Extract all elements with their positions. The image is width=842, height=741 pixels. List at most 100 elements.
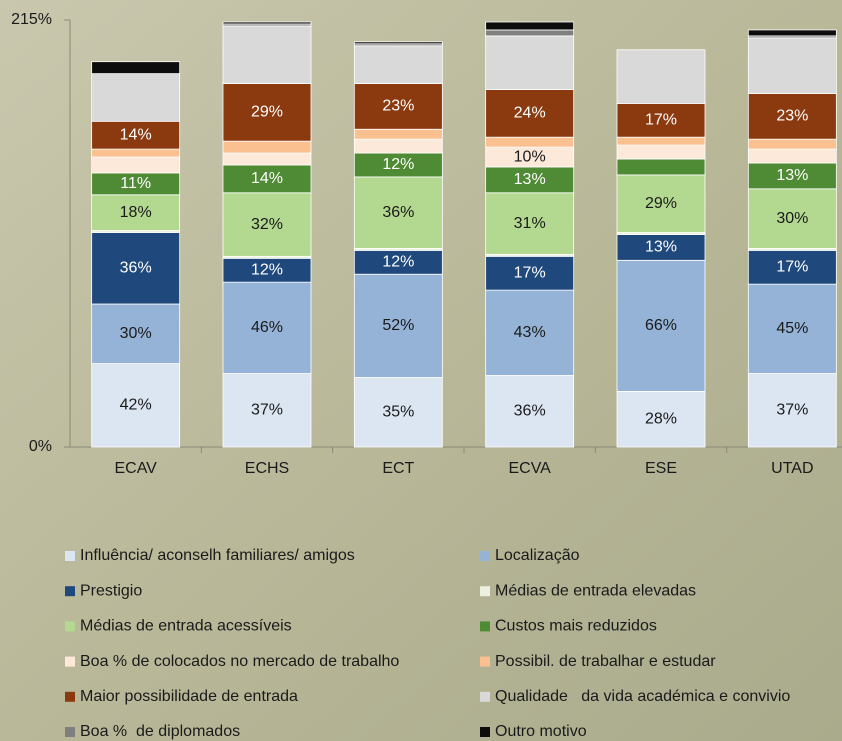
bar-segment <box>353 176 443 249</box>
data-label: 36% <box>120 259 152 276</box>
bar-segment <box>485 89 575 138</box>
legend-label: Influência/ aconselh familiares/ amigos <box>80 547 355 564</box>
bar-segment <box>91 148 181 158</box>
data-label: 10% <box>514 148 546 165</box>
bar-segment <box>747 162 837 190</box>
legend-label: Custos mais reduzidos <box>495 618 657 635</box>
x-tick-label: ESE <box>645 460 677 477</box>
data-label: 43% <box>514 324 546 341</box>
data-label: 17% <box>776 258 808 275</box>
bar-segment <box>222 83 312 142</box>
bar-segment <box>616 49 706 104</box>
bar-segment <box>747 249 837 285</box>
legend-label: Possibil. de trabalhar e estudar <box>495 653 716 670</box>
x-tick-label: ECT <box>382 460 414 477</box>
bar-segment <box>222 152 312 166</box>
bar-segment <box>747 29 837 37</box>
bar-segment <box>91 73 181 122</box>
bar-segment <box>485 375 575 448</box>
data-label: 14% <box>251 170 283 187</box>
y-tick-label: 215% <box>11 11 52 28</box>
bar-segment <box>222 140 312 154</box>
x-tick-label: ECAV <box>114 460 157 477</box>
data-label: 23% <box>382 98 414 115</box>
data-label: 31% <box>514 215 546 232</box>
x-tick-label: ECHS <box>245 460 289 477</box>
legend-swatch <box>480 656 490 667</box>
legend-swatch <box>65 551 75 561</box>
x-tick-label: ECVA <box>508 460 551 477</box>
data-label: 14% <box>120 126 152 143</box>
data-label: 46% <box>251 319 283 336</box>
bar-segment <box>747 283 837 374</box>
bar-segment <box>353 128 443 140</box>
bar-segment <box>91 194 181 231</box>
bar-segment <box>91 156 181 174</box>
legend-swatch <box>480 621 490 632</box>
bar-segment <box>222 281 312 374</box>
data-label: 42% <box>120 397 152 414</box>
legend-swatch <box>480 727 490 737</box>
bar-segment <box>485 136 575 148</box>
bar-segment <box>616 234 706 261</box>
legend-label: Outro motivo <box>495 723 587 740</box>
y-tick-label: 0% <box>29 438 52 455</box>
legend-label: Boa % de colocados no mercado de trabalh… <box>80 653 399 670</box>
data-label: 17% <box>514 264 546 281</box>
data-label: 23% <box>776 108 808 125</box>
bar-segment <box>616 144 706 160</box>
bar-segment <box>485 29 575 37</box>
bar-segment <box>616 103 706 138</box>
data-label: 29% <box>251 104 283 121</box>
bar-segment <box>485 289 575 376</box>
bar-segment <box>485 21 575 31</box>
bar-segment <box>747 148 837 164</box>
data-label: 12% <box>382 254 414 271</box>
data-label: 36% <box>382 204 414 221</box>
data-label: 11% <box>120 175 151 192</box>
legend-label: Médias de entrada acessíveis <box>80 618 292 635</box>
data-label: 30% <box>120 325 152 342</box>
data-label: 28% <box>645 410 677 427</box>
bar-segment <box>747 188 837 249</box>
data-label: 13% <box>514 171 546 188</box>
data-label: 29% <box>645 195 677 212</box>
data-label: 32% <box>251 216 283 233</box>
bar-segment <box>747 373 837 448</box>
bar-segment <box>222 164 312 194</box>
data-label: 35% <box>382 403 414 420</box>
legend-swatch <box>65 621 75 632</box>
bar-segment <box>91 61 181 75</box>
bar-segment <box>747 37 837 94</box>
bar-segment <box>222 25 312 84</box>
bar-segment <box>91 363 181 448</box>
legend-label: Qualidade da vida académica e convivio <box>495 688 790 705</box>
bar-segment <box>353 83 443 130</box>
legend-swatch <box>65 691 75 702</box>
data-label: 12% <box>251 261 283 278</box>
x-tick-label: UTAD <box>771 460 813 477</box>
data-label: 52% <box>382 317 414 334</box>
legend-label: Médias de entrada elevadas <box>495 582 696 599</box>
bar-segment <box>747 138 837 150</box>
legend-label: Prestigio <box>80 582 142 599</box>
bar-segment <box>616 136 706 146</box>
data-label: 37% <box>251 401 283 418</box>
bar-segment <box>353 138 443 154</box>
bar-segment <box>485 166 575 194</box>
data-label: 18% <box>120 204 152 221</box>
bar-segment <box>485 192 575 255</box>
bar-segment <box>485 35 575 90</box>
data-label: 36% <box>514 402 546 419</box>
data-label: 12% <box>382 156 414 173</box>
data-label: 17% <box>645 112 677 129</box>
data-label: 24% <box>514 105 546 122</box>
bar-segment <box>616 158 706 176</box>
bar-segment <box>353 45 443 84</box>
data-label: 37% <box>776 401 808 418</box>
bar-segment <box>91 232 181 305</box>
data-label: 13% <box>776 167 808 184</box>
data-label: 30% <box>776 210 808 227</box>
